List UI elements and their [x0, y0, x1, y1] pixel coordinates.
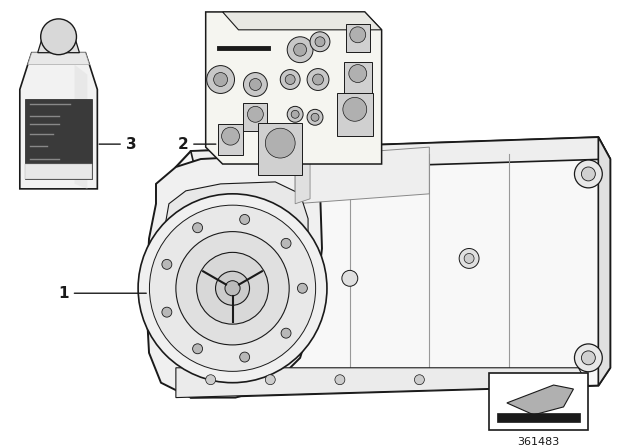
Circle shape [287, 106, 303, 122]
Circle shape [343, 97, 367, 121]
Polygon shape [598, 137, 611, 386]
Bar [489, 373, 588, 431]
Circle shape [281, 328, 291, 338]
Circle shape [285, 74, 295, 85]
Polygon shape [223, 12, 381, 30]
Circle shape [342, 270, 358, 286]
Polygon shape [295, 154, 310, 204]
Circle shape [162, 259, 172, 269]
Circle shape [504, 375, 514, 385]
Circle shape [307, 69, 329, 90]
Polygon shape [176, 368, 588, 397]
Polygon shape [146, 155, 322, 397]
Text: 3: 3 [99, 137, 136, 151]
Circle shape [581, 167, 595, 181]
Circle shape [243, 73, 268, 96]
Circle shape [225, 281, 240, 296]
Circle shape [312, 74, 323, 85]
Circle shape [575, 160, 602, 188]
Bar [259, 123, 302, 175]
Bar [218, 124, 243, 155]
Circle shape [291, 110, 299, 118]
Circle shape [280, 69, 300, 90]
Circle shape [350, 27, 365, 43]
Polygon shape [38, 40, 79, 53]
Circle shape [248, 106, 263, 122]
Circle shape [310, 32, 330, 52]
Circle shape [240, 215, 250, 224]
Polygon shape [205, 12, 381, 164]
Text: 361483: 361483 [518, 437, 560, 448]
Polygon shape [191, 137, 611, 172]
Circle shape [205, 375, 216, 385]
Circle shape [287, 37, 313, 63]
Bar [25, 99, 92, 179]
Polygon shape [20, 53, 97, 189]
Polygon shape [176, 137, 611, 397]
Polygon shape [295, 147, 429, 204]
Polygon shape [28, 53, 90, 65]
Circle shape [138, 194, 327, 383]
Circle shape [266, 128, 295, 158]
Circle shape [176, 232, 289, 345]
Circle shape [207, 65, 234, 94]
Polygon shape [507, 385, 573, 415]
Circle shape [266, 375, 275, 385]
Circle shape [311, 113, 319, 121]
Circle shape [307, 109, 323, 125]
Circle shape [196, 252, 268, 324]
Bar [243, 103, 268, 131]
Polygon shape [42, 35, 76, 41]
Circle shape [193, 223, 202, 233]
Bar [346, 24, 370, 52]
Bar [25, 164, 92, 179]
Circle shape [162, 307, 172, 317]
Circle shape [216, 271, 250, 305]
Circle shape [459, 249, 479, 268]
Circle shape [315, 37, 325, 47]
Circle shape [415, 375, 424, 385]
Circle shape [335, 375, 345, 385]
Circle shape [564, 375, 573, 385]
Circle shape [149, 205, 316, 371]
Circle shape [349, 65, 367, 82]
Circle shape [193, 344, 202, 354]
Circle shape [575, 344, 602, 372]
Circle shape [298, 283, 307, 293]
Circle shape [294, 43, 307, 56]
Circle shape [214, 73, 228, 86]
Circle shape [281, 238, 291, 248]
Text: 2: 2 [177, 137, 216, 151]
Circle shape [240, 352, 250, 362]
Bar [337, 94, 372, 136]
Circle shape [464, 254, 474, 263]
Bar [344, 62, 372, 95]
Polygon shape [159, 182, 308, 366]
Polygon shape [74, 65, 88, 189]
Bar [497, 413, 580, 422]
Circle shape [221, 127, 239, 145]
Circle shape [41, 19, 76, 55]
Text: 1: 1 [58, 286, 147, 301]
Circle shape [581, 351, 595, 365]
Circle shape [250, 78, 261, 90]
